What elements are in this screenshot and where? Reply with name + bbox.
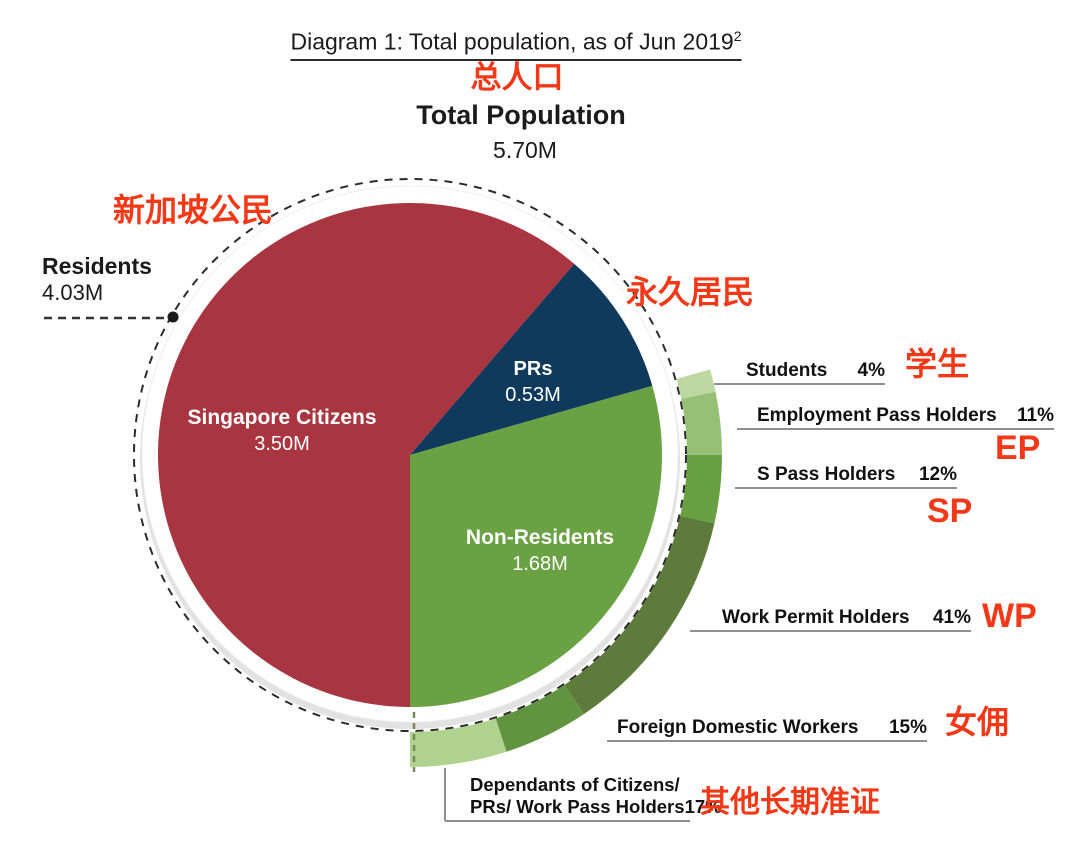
ep-label: Employment Pass Holders — [757, 405, 997, 426]
total-population-label: Total Population — [416, 100, 626, 130]
diagram-title-text: Diagram 1: Total population, as of Jun 2… — [290, 28, 734, 55]
citizens-sector-name: Singapore Citizens — [187, 406, 377, 429]
dependants-pct: 17% — [684, 796, 722, 817]
ep-label-row: Employment Pass Holders 11% — [737, 405, 1054, 427]
fdw-pct: 15% — [888, 717, 927, 738]
sp-pct: 12% — [918, 464, 957, 485]
dependants-label-line2: PRs/ Work Pass Holders — [470, 796, 685, 817]
total-population-value: 5.70M — [493, 137, 557, 163]
citizens-zh-annotation: 新加坡公民 — [113, 192, 274, 228]
nonresidents-sector-label: Non-Residents 1.68M — [430, 524, 650, 577]
sp-zh-annotation: SP — [927, 492, 973, 530]
residents-label: Residents — [42, 253, 152, 279]
diagram-title: Diagram 1: Total population, as of Jun 2… — [290, 28, 742, 61]
residents-callout: Residents 4.03M — [42, 252, 152, 306]
ring-segment-dependants-of-citizens — [410, 718, 507, 767]
citizens-sector-label: Singapore Citizens 3.50M — [182, 404, 382, 457]
fdw-label: Foreign Domestic Workers — [617, 717, 859, 738]
nonresidents-sector-value: 1.68M — [512, 553, 568, 575]
nonresidents-sector-name: Non-Residents — [465, 526, 615, 549]
prs-zh-annotation: 永久居民 — [626, 274, 755, 310]
citizens-sector-value: 3.50M — [254, 433, 310, 455]
wp-label: Work Permit Holders — [722, 607, 910, 628]
diagram-title-footnote: 2 — [733, 28, 742, 44]
students-label: Students — [746, 360, 828, 381]
pie-sector-non-residents — [410, 385, 663, 708]
wp-label-row: Work Permit Holders 41% — [690, 607, 971, 629]
students-label-row: Students 4% — [714, 360, 885, 382]
dependants-label-line2-row: PRs/ Work Pass Holders 17% — [470, 796, 722, 818]
wp-zh-annotation: WP — [982, 597, 1037, 635]
ring-segment-employment-pass-holders — [681, 391, 722, 455]
pie-sector-prs — [410, 263, 653, 455]
students-pct: 4% — [857, 360, 885, 381]
ep-zh-annotation: EP — [995, 429, 1041, 467]
prs-sector-name: PRs — [513, 358, 553, 380]
students-zh-annotation: 学生 — [905, 346, 970, 382]
dependants-label-block: Dependants of Citizens/ PRs/ Work Pass H… — [445, 774, 722, 818]
pie-sectors-group — [158, 203, 663, 708]
prs-sector-value: 0.53M — [505, 384, 561, 406]
outer-ring-group — [410, 369, 722, 767]
residents-dashed-circle — [133, 178, 687, 732]
ep-pct: 11% — [1017, 405, 1054, 426]
ring-segment-work-permit-holders — [564, 515, 715, 714]
dependants-label-line1: Dependants of Citizens/ — [470, 774, 680, 795]
fdw-label-row: Foreign Domestic Workers 15% — [607, 717, 927, 739]
sp-label-row: S Pass Holders 12% — [735, 464, 957, 486]
ring-segment-foreign-domestic-workers — [495, 684, 584, 752]
fdw-zh-annotation: 女佣 — [945, 704, 1010, 740]
total-population-zh-annotation: 总人口 — [470, 60, 564, 95]
wp-pct: 41% — [932, 607, 971, 628]
prs-sector-label: PRs 0.53M — [463, 356, 603, 408]
pie-sector-singapore-citizens — [158, 203, 575, 708]
sp-label: S Pass Holders — [757, 464, 896, 485]
residents-leader-dot — [167, 311, 179, 323]
label-leader-lines — [444, 383, 1054, 822]
ring-segment-students — [676, 369, 716, 399]
dependants-zh-annotation: 其他长期准证 — [700, 786, 880, 819]
ring-segment-s-pass-holders — [680, 454, 722, 524]
residents-value: 4.03M — [42, 280, 104, 305]
